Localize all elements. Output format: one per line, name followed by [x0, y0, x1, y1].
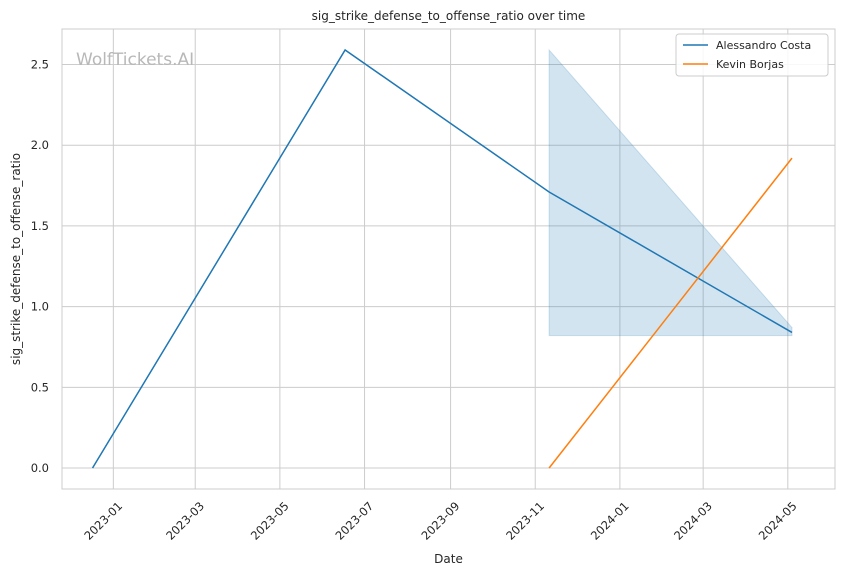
plot-frame — [61, 28, 836, 490]
grid — [62, 29, 835, 489]
y-tick-label: 0.5 — [31, 380, 49, 394]
legend-box — [675, 33, 829, 77]
y-tick-label: 2.5 — [31, 58, 49, 72]
y-tick-label: 1.5 — [31, 219, 49, 233]
confidence-bands — [548, 48, 793, 337]
series-1-line — [548, 157, 793, 469]
chart-title: sig_strike_defense_to_offense_ratio over… — [312, 9, 586, 23]
watermark-text: WolfTickets.AI — [76, 50, 194, 70]
y-axis-ticks: 0.0 0.5 1.0 1.5 2.0 2.5 — [31, 58, 49, 476]
legend-label: Alessandro Costa — [716, 39, 811, 52]
y-axis-label: sig_strike_defense_to_offense_ratio — [9, 153, 23, 365]
legend: Alessandro Costa Kevin Borjas — [675, 33, 829, 77]
y-tick-label: 0.0 — [31, 461, 49, 475]
series-lines — [91, 48, 793, 469]
y-tick-label: 1.0 — [31, 300, 49, 314]
series-0-confidence-band — [548, 48, 793, 337]
y-tick-label: 2.0 — [31, 138, 49, 152]
legend-label: Kevin Borjas — [716, 58, 784, 71]
series-0-line — [91, 48, 793, 469]
x-axis-label: Date — [434, 552, 463, 566]
